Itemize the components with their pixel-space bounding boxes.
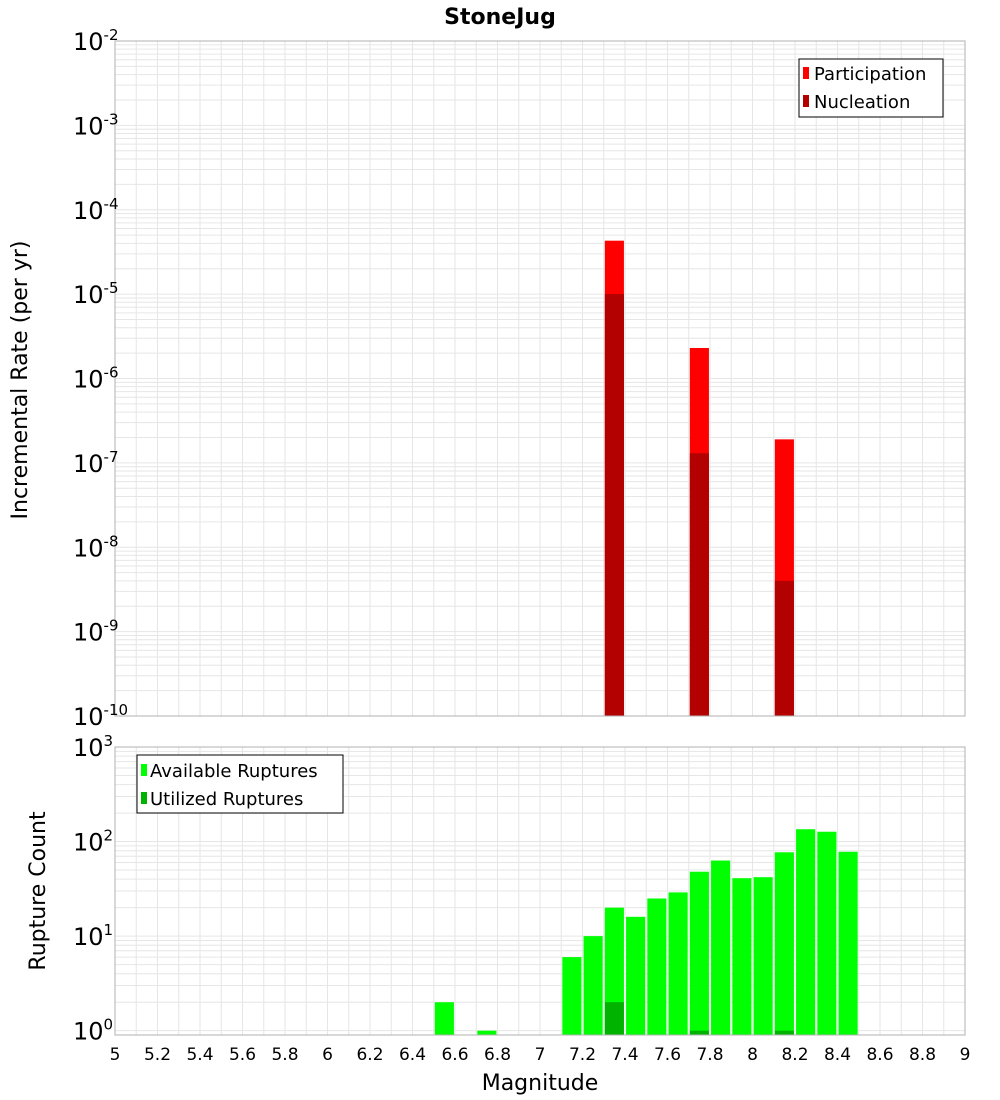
bottom-bar-available-ruptures bbox=[732, 878, 752, 1035]
legend-label-available: Available Ruptures bbox=[150, 761, 318, 782]
x-tick-label: 6.8 bbox=[484, 1045, 511, 1065]
top-bar-nucleation bbox=[689, 453, 709, 716]
bottom-bar-available-ruptures bbox=[817, 831, 837, 1035]
top-y-axis-label: Incremental Rate (per yr) bbox=[8, 241, 33, 520]
top-y-tick-label: 10-8 bbox=[73, 532, 119, 562]
bottom-y-tick-label: 101 bbox=[73, 921, 113, 951]
bottom-bar-utilized-ruptures bbox=[604, 1002, 624, 1035]
legend-label-participation: Participation bbox=[814, 64, 926, 85]
top-bar-nucleation bbox=[774, 580, 794, 716]
bottom-bar-available-ruptures bbox=[647, 898, 667, 1035]
x-tick-label: 8.8 bbox=[909, 1045, 936, 1065]
bottom-y-tick-label: 100 bbox=[73, 1016, 113, 1046]
top-y-tick-label: 10-9 bbox=[73, 617, 119, 647]
x-tick-label: 5.8 bbox=[271, 1045, 298, 1065]
bottom-bar-utilized-ruptures bbox=[689, 1030, 709, 1035]
x-tick-label: 8 bbox=[747, 1045, 758, 1065]
top-y-tick-label: 10-4 bbox=[73, 195, 119, 225]
bottom-bar-available-ruptures bbox=[668, 892, 688, 1035]
bottom-bar-available-ruptures bbox=[583, 936, 603, 1035]
bottom-bar-available-ruptures bbox=[477, 1030, 497, 1035]
top-y-tick-label: 10-5 bbox=[73, 279, 119, 309]
top-grid bbox=[114, 40, 966, 717]
bottom-bars bbox=[434, 829, 858, 1035]
legend-label-nucleation: Nucleation bbox=[814, 92, 910, 113]
x-tick-label: 7.6 bbox=[654, 1045, 681, 1065]
bottom-bar-available-ruptures bbox=[689, 871, 709, 1035]
x-tick-label: 8.2 bbox=[781, 1045, 808, 1065]
x-ticks: 5 5.2 5.4 5.6 5.8 6 6.2 6.4 6.6 6.8 7 7.2 7.4 7.6 7.8 8… bbox=[110, 1045, 971, 1065]
chart-title: StoneJug bbox=[444, 5, 556, 30]
top-legend: Participation Nucleation bbox=[798, 58, 944, 118]
x-tick-label: 6 bbox=[322, 1045, 333, 1065]
x-tick-label: 7 bbox=[535, 1045, 546, 1065]
bottom-bar-available-ruptures bbox=[838, 851, 858, 1035]
bottom-y-tick-label: 103 bbox=[73, 732, 113, 762]
bottom-bar-available-ruptures bbox=[796, 829, 816, 1035]
bottom-bar-available-ruptures bbox=[562, 957, 582, 1035]
x-tick-label: 5.6 bbox=[229, 1045, 256, 1065]
x-tick-label: 6.4 bbox=[399, 1045, 426, 1065]
x-tick-label: 5.2 bbox=[144, 1045, 171, 1065]
bottom-bar-available-ruptures bbox=[774, 852, 794, 1035]
legend-label-utilized: Utilized Ruptures bbox=[150, 789, 303, 810]
bottom-bar-available-ruptures bbox=[626, 916, 646, 1035]
x-tick-label: 7.8 bbox=[696, 1045, 723, 1065]
legend-swatch-participation bbox=[803, 67, 809, 79]
bottom-legend-box bbox=[136, 754, 344, 814]
top-legend-box bbox=[798, 58, 944, 118]
top-y-tick-label: 10-2 bbox=[73, 26, 119, 56]
x-tick-label: 6.6 bbox=[441, 1045, 468, 1065]
legend-swatch-nucleation bbox=[803, 95, 809, 107]
legend-swatch-available bbox=[141, 764, 147, 776]
x-tick-label: 8.4 bbox=[824, 1045, 851, 1065]
bottom-bar-available-ruptures bbox=[434, 1002, 454, 1035]
top-plot-frame bbox=[114, 40, 966, 717]
top-bar-nucleation bbox=[604, 294, 624, 716]
top-y-tick-label: 10-7 bbox=[73, 448, 119, 478]
bottom-y-ticks: 100 101 102 103 bbox=[73, 732, 113, 1046]
x-tick-label: 7.2 bbox=[569, 1045, 596, 1065]
top-y-tick-label: 10-10 bbox=[73, 701, 128, 731]
x-tick-label: 6.2 bbox=[356, 1045, 383, 1065]
bottom-plot-frame bbox=[114, 746, 966, 1036]
x-tick-label: 5 bbox=[110, 1045, 121, 1065]
bottom-bar-available-ruptures bbox=[711, 860, 731, 1035]
top-y-tick-label: 10-6 bbox=[73, 364, 119, 394]
bottom-y-tick-label: 102 bbox=[73, 827, 113, 857]
legend-swatch-utilized bbox=[141, 792, 147, 804]
top-y-tick-label: 10-3 bbox=[73, 110, 119, 140]
x-tick-label: 5.4 bbox=[186, 1045, 213, 1065]
top-y-ticks: 10-10 10-9 10-8 10-7 10-6 10-5 10-4 10-3 10-2 bbox=[73, 26, 128, 731]
top-bars bbox=[604, 240, 794, 717]
bottom-bar-utilized-ruptures bbox=[774, 1030, 794, 1035]
bottom-bar-available-ruptures bbox=[753, 877, 773, 1035]
x-axis-label: Magnitude bbox=[482, 1071, 599, 1096]
bottom-legend: Available Ruptures Utilized Ruptures bbox=[136, 754, 344, 814]
bottom-y-axis-label: Rupture Count bbox=[26, 811, 51, 971]
x-tick-label: 9 bbox=[960, 1045, 971, 1065]
x-tick-label: 7.4 bbox=[611, 1045, 638, 1065]
x-tick-label: 8.6 bbox=[866, 1045, 893, 1065]
